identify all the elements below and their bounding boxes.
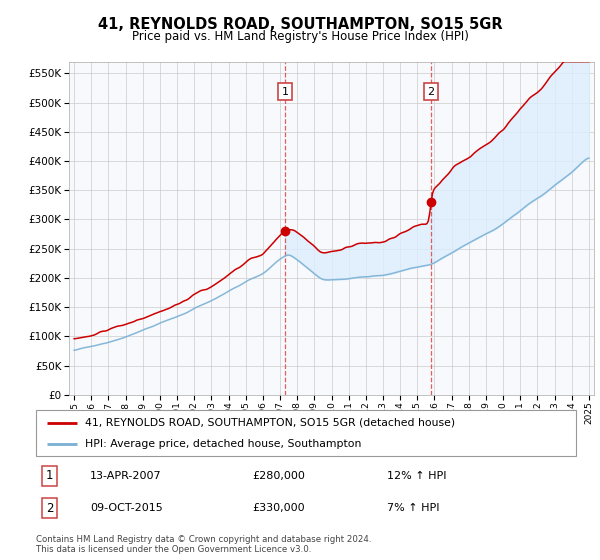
Text: Price paid vs. HM Land Registry's House Price Index (HPI): Price paid vs. HM Land Registry's House … bbox=[131, 30, 469, 43]
Text: 7% ↑ HPI: 7% ↑ HPI bbox=[387, 503, 439, 513]
FancyBboxPatch shape bbox=[36, 410, 576, 456]
Text: Contains HM Land Registry data © Crown copyright and database right 2024.
This d: Contains HM Land Registry data © Crown c… bbox=[36, 535, 371, 554]
Text: HPI: Average price, detached house, Southampton: HPI: Average price, detached house, Sout… bbox=[85, 439, 361, 449]
Text: 2: 2 bbox=[427, 87, 434, 96]
Text: £280,000: £280,000 bbox=[252, 471, 305, 481]
Text: £330,000: £330,000 bbox=[252, 503, 305, 513]
Text: 1: 1 bbox=[281, 87, 289, 96]
Text: 2: 2 bbox=[46, 502, 53, 515]
Text: 09-OCT-2015: 09-OCT-2015 bbox=[90, 503, 163, 513]
Text: 12% ↑ HPI: 12% ↑ HPI bbox=[387, 471, 446, 481]
Text: 1: 1 bbox=[46, 469, 53, 482]
Text: 13-APR-2007: 13-APR-2007 bbox=[90, 471, 161, 481]
Text: 41, REYNOLDS ROAD, SOUTHAMPTON, SO15 5GR: 41, REYNOLDS ROAD, SOUTHAMPTON, SO15 5GR bbox=[98, 17, 502, 32]
Text: 41, REYNOLDS ROAD, SOUTHAMPTON, SO15 5GR (detached house): 41, REYNOLDS ROAD, SOUTHAMPTON, SO15 5GR… bbox=[85, 418, 455, 428]
